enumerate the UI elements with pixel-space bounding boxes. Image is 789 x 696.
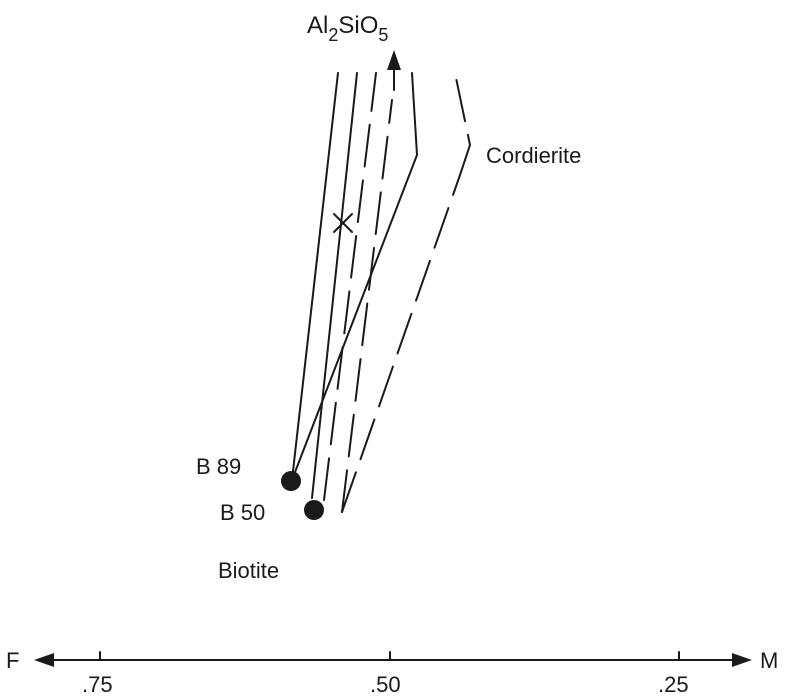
axis-end-label-m: M [760, 648, 778, 673]
dashed-tie-line-cordierite [341, 174, 461, 513]
cordierite-composition-line [411, 72, 418, 156]
sample-label-b50: B 50 [220, 500, 265, 525]
phase-label-cordierite: Cordierite [486, 143, 581, 168]
tie-line-b89-apex [291, 72, 339, 481]
tie-line-b50-apex [311, 72, 358, 499]
cross-marker [333, 213, 353, 233]
sample-point-b89 [281, 471, 301, 491]
dashed-cordierite-composition [454, 72, 472, 176]
sample-label-b89: B 89 [196, 454, 241, 479]
dashed-tie-line-2 [341, 99, 393, 513]
tie-line-b89-cordierite [291, 154, 418, 481]
axis-arrow-left [34, 653, 54, 667]
sample-point-b50 [304, 500, 324, 520]
tick-label-25: .25 [658, 672, 689, 696]
axis-arrow-right [732, 653, 752, 667]
fm-axis [34, 651, 752, 667]
apex-arrow [387, 50, 401, 91]
phase-label-biotite: Biotite [218, 558, 279, 583]
apex-label: Al2SiO5 [307, 12, 388, 45]
axis-end-label-f: F [6, 648, 19, 673]
tick-label-75: .75 [82, 672, 113, 696]
dashed-tie-line-1 [323, 72, 377, 501]
tick-label-50: .50 [370, 672, 401, 696]
